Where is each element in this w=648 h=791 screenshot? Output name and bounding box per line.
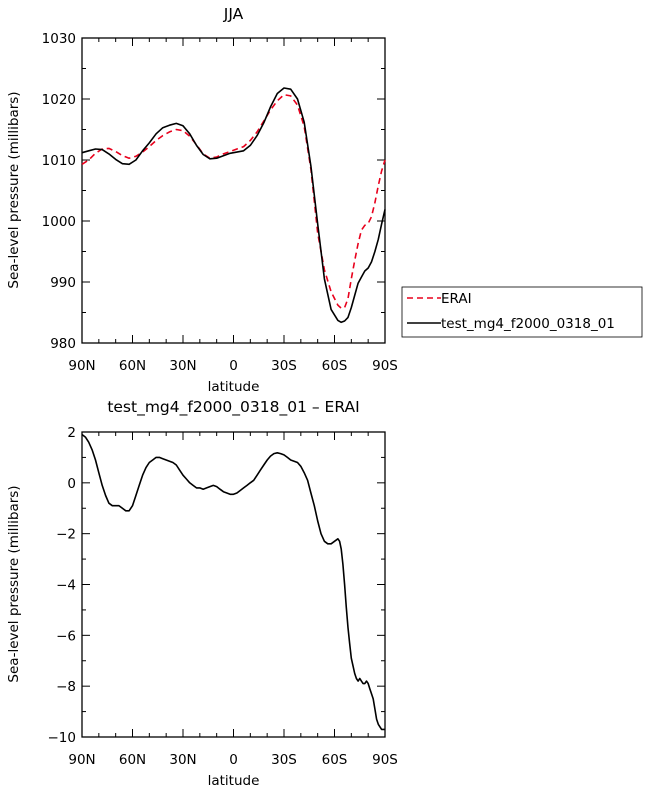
bottom-chart-title: test_mg4_f2000_0318_01 – ERAI — [107, 398, 359, 417]
legend-label-erai: ERAI — [441, 291, 472, 307]
top-y-tick-label: 1030 — [42, 31, 76, 47]
bottom-y-tick-label: 0 — [67, 476, 76, 492]
legend-label-test: test_mg4_f2000_0318_01 — [441, 316, 615, 332]
bottom-y-tick-label: −6 — [56, 628, 76, 644]
bottom-x-tick-label: 0 — [229, 752, 238, 768]
bottom-x-axis-title: latitude — [208, 773, 260, 789]
top-y-tick-label: 980 — [50, 336, 76, 352]
bottom-y-tick-label: 2 — [67, 425, 76, 441]
bottom-x-tick-label: 90S — [372, 752, 398, 768]
top-series — [81, 87, 386, 324]
top-x-tick-label: 90S — [372, 358, 398, 374]
top-plot-frame — [81, 37, 386, 344]
top-x-tick-label: 30N — [169, 358, 196, 374]
bottom-ticks: 90N 60N 30N 0 30S 60S 90S −10 −8 −6 −4 −2 0 2 — [48, 425, 398, 768]
top-x-tick-label: 60S — [322, 358, 348, 374]
top-x-tick-label: 60N — [119, 358, 146, 374]
bottom-series — [81, 433, 385, 731]
top-x-axis-title: latitude — [208, 379, 260, 395]
legend-frame — [401, 286, 643, 338]
bottom-y-tick-label: −4 — [56, 578, 76, 594]
top-series-line-2 — [81, 87, 386, 324]
legend: ERAI test_mg4_f2000_0318_01 — [401, 286, 643, 338]
bottom-y-tick-label: −2 — [56, 527, 76, 543]
top-y-tick-label: 990 — [50, 275, 76, 291]
bottom-x-tick-label: 60S — [322, 752, 348, 768]
top-ticks: 90N 60N 30N 0 30S 60S 90S 980 990 1000 1010 1020 103… — [42, 31, 398, 374]
bottom-series-line-1 — [81, 433, 385, 731]
bottom-plot-frame — [81, 431, 386, 738]
top-series-line-1 — [81, 93, 386, 310]
top-x-tick-label: 90N — [68, 358, 95, 374]
bottom-y-tick-label: −10 — [48, 730, 77, 746]
top-y-tick-label: 1010 — [42, 153, 76, 169]
bottom-y-axis-title: Sea-level pressure (millibars) — [6, 485, 22, 682]
top-x-tick-label: 30S — [271, 358, 297, 374]
bottom-x-tick-label: 60N — [119, 752, 146, 768]
top-panel: JJA 90N 60N 30N 0 30S 60S 90S 980 990 1000 1010 102… — [6, 5, 398, 395]
top-y-tick-label: 1000 — [42, 214, 76, 230]
top-chart-title: JJA — [223, 5, 244, 23]
top-y-tick-label: 1020 — [42, 92, 76, 108]
top-y-axis-title: Sea-level pressure (millibars) — [6, 91, 22, 288]
bottom-x-tick-label: 30S — [271, 752, 297, 768]
top-x-tick-label: 0 — [229, 358, 238, 374]
bottom-x-tick-label: 30N — [169, 752, 196, 768]
bottom-panel: test_mg4_f2000_0318_01 – ERAI 90N 60N 30N 0… — [6, 398, 398, 789]
bottom-x-tick-label: 90N — [68, 752, 95, 768]
bottom-y-tick-label: −8 — [56, 679, 76, 695]
